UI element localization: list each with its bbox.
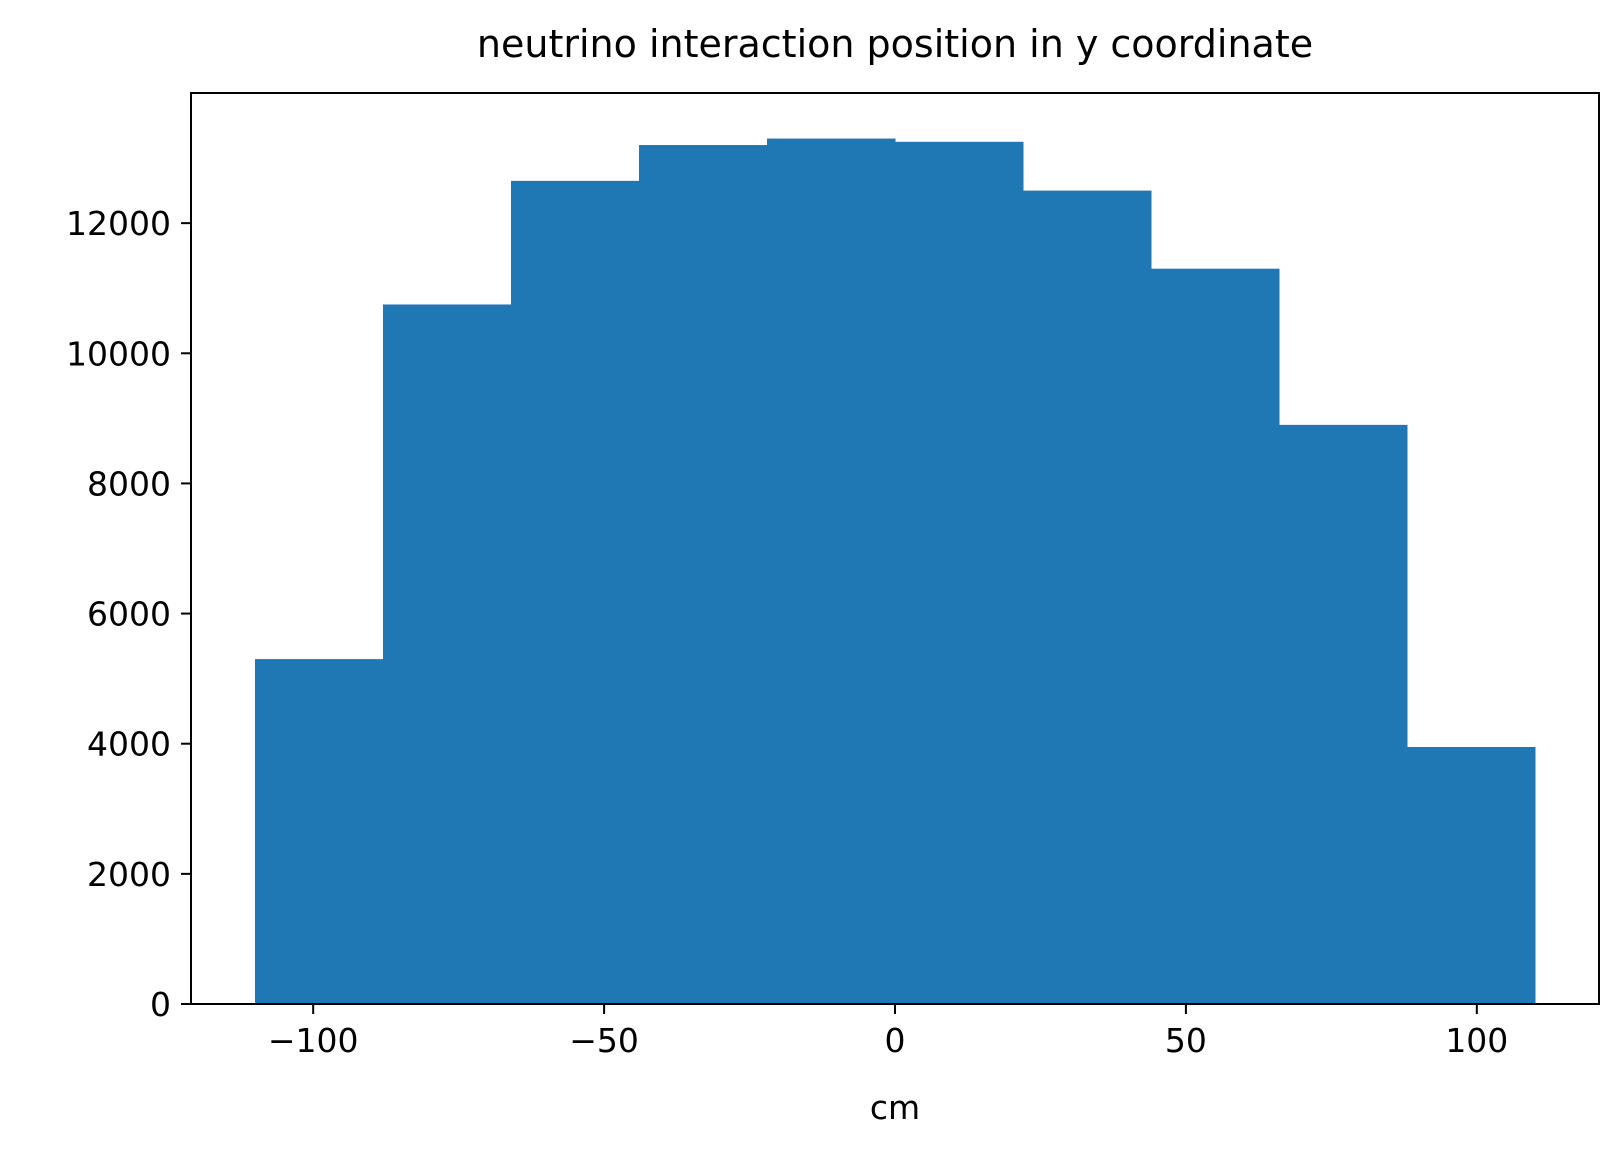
histogram-bar [255, 659, 384, 1004]
y-tick-label: 2000 [87, 855, 171, 894]
x-tick-label: −100 [268, 1021, 359, 1060]
y-tick-label: 10000 [66, 334, 171, 373]
y-tick-label: 12000 [66, 204, 171, 243]
histogram-bar [383, 304, 512, 1004]
y-tick-label: 8000 [87, 464, 171, 503]
histogram-bar [1279, 424, 1408, 1005]
histogram-bar [1151, 268, 1280, 1004]
histogram-bar [1023, 190, 1152, 1004]
histogram-bar [511, 180, 640, 1004]
x-tick-label: 100 [1445, 1021, 1508, 1060]
y-tick-label: 6000 [87, 595, 171, 634]
x-tick-label: 50 [1165, 1021, 1207, 1060]
y-tick-label: 0 [150, 985, 171, 1024]
histogram-bar [639, 145, 768, 1005]
histogram-bar [767, 138, 896, 1005]
x-axis-label: cm [869, 1088, 921, 1127]
chart-title: neutrino interaction position in y coord… [476, 22, 1314, 66]
histogram-bar [1407, 746, 1536, 1004]
y-tick-label: 4000 [87, 725, 171, 764]
histogram-bar [895, 141, 1024, 1004]
x-tick-label: −50 [569, 1021, 639, 1060]
x-tick-label: 0 [885, 1021, 906, 1060]
